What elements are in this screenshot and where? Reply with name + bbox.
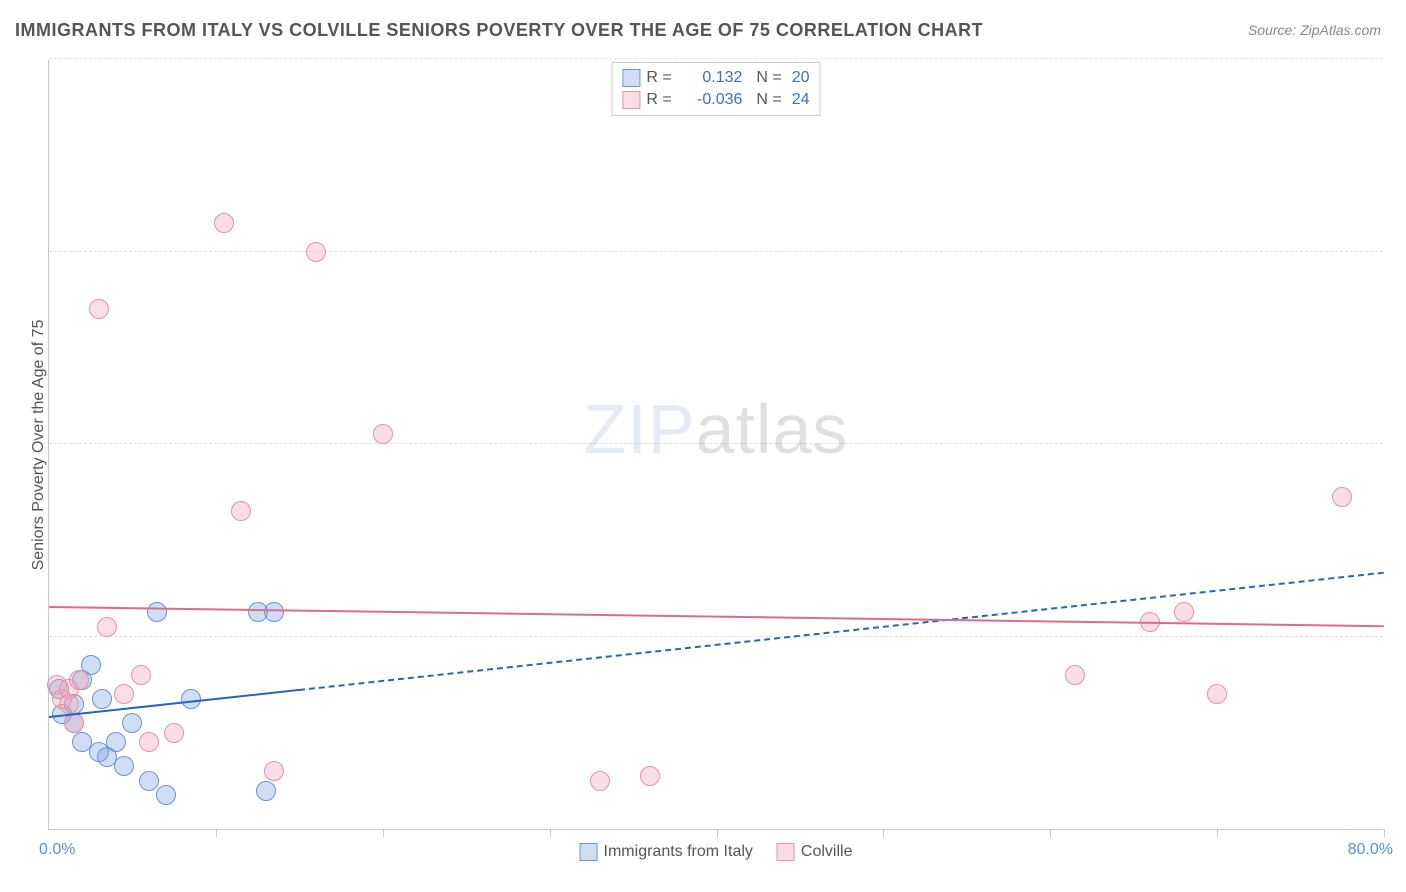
correlation-legend: R = 0.132 N = 20 R = -0.036 N = 24 <box>611 62 820 116</box>
scatter-point <box>214 213 234 233</box>
scatter-point <box>139 771 159 791</box>
x-tick <box>1217 829 1218 837</box>
source-attribution: Source: ZipAtlas.com <box>1248 22 1381 38</box>
legend-r-value-italy: 0.132 <box>682 67 742 89</box>
legend-label-italy: Immigrants from Italy <box>604 843 753 861</box>
scatter-point <box>1174 602 1194 622</box>
source-name: ZipAtlas.com <box>1300 22 1381 38</box>
scatter-point <box>106 732 126 752</box>
scatter-point <box>97 617 117 637</box>
scatter-point <box>264 761 284 781</box>
scatter-point <box>139 732 159 752</box>
legend-n-label: N = <box>756 89 781 111</box>
scatter-point <box>92 689 112 709</box>
watermark: ZIPatlas <box>584 389 849 469</box>
scatter-point <box>640 766 660 786</box>
scatter-point <box>231 501 251 521</box>
series-legend: Immigrants from Italy Colville <box>580 843 853 861</box>
trend-line <box>49 689 300 718</box>
scatter-point <box>69 670 89 690</box>
x-tick <box>550 829 551 837</box>
legend-n-value-italy: 20 <box>792 67 810 89</box>
x-axis-min-label: 0.0% <box>39 841 75 859</box>
gridline <box>49 251 1383 252</box>
watermark-zip: ZIP <box>584 390 696 468</box>
scatter-point <box>1207 684 1227 704</box>
scatter-point <box>373 424 393 444</box>
legend-label-colville: Colville <box>801 843 853 861</box>
scatter-point <box>114 756 134 776</box>
legend-r-value-colville: -0.036 <box>682 89 742 111</box>
legend-n-label: N = <box>756 67 781 89</box>
scatter-point <box>114 684 134 704</box>
scatter-point <box>147 602 167 622</box>
legend-swatch-italy <box>622 69 640 87</box>
x-tick <box>883 829 884 837</box>
x-tick <box>1050 829 1051 837</box>
legend-row-italy: R = 0.132 N = 20 <box>622 67 809 89</box>
scatter-point <box>1065 665 1085 685</box>
scatter-point <box>590 771 610 791</box>
legend-swatch-italy <box>580 843 598 861</box>
scatter-point <box>1332 487 1352 507</box>
legend-swatch-colville <box>777 843 795 861</box>
legend-row-colville: R = -0.036 N = 24 <box>622 89 809 111</box>
scatter-point <box>164 723 184 743</box>
scatter-point <box>59 694 79 714</box>
legend-swatch-colville <box>622 91 640 109</box>
x-tick <box>216 829 217 837</box>
gridline <box>49 636 1383 637</box>
scatter-point <box>89 299 109 319</box>
plot-area: Seniors Poverty Over the Age of 75 20.0%… <box>48 60 1383 830</box>
gridline <box>49 443 1383 444</box>
y-axis-label: Seniors Poverty Over the Age of 75 <box>30 319 48 570</box>
scatter-point <box>156 785 176 805</box>
legend-item-italy: Immigrants from Italy <box>580 843 753 861</box>
trend-line <box>299 572 1384 691</box>
x-tick <box>383 829 384 837</box>
scatter-point <box>122 713 142 733</box>
source-label: Source: <box>1248 22 1296 38</box>
scatter-point <box>264 602 284 622</box>
scatter-point <box>256 781 276 801</box>
x-axis-max-label: 80.0% <box>1348 841 1393 859</box>
chart-title: IMMIGRANTS FROM ITALY VS COLVILLE SENIOR… <box>15 20 983 41</box>
scatter-point <box>131 665 151 685</box>
legend-r-label: R = <box>646 67 676 89</box>
legend-r-label: R = <box>646 89 676 111</box>
scatter-point <box>64 713 84 733</box>
scatter-point <box>306 242 326 262</box>
legend-item-colville: Colville <box>777 843 853 861</box>
watermark-atlas: atlas <box>696 390 849 468</box>
legend-n-value-colville: 24 <box>792 89 810 111</box>
gridline <box>49 58 1383 59</box>
x-tick <box>1384 829 1385 837</box>
x-tick <box>717 829 718 837</box>
